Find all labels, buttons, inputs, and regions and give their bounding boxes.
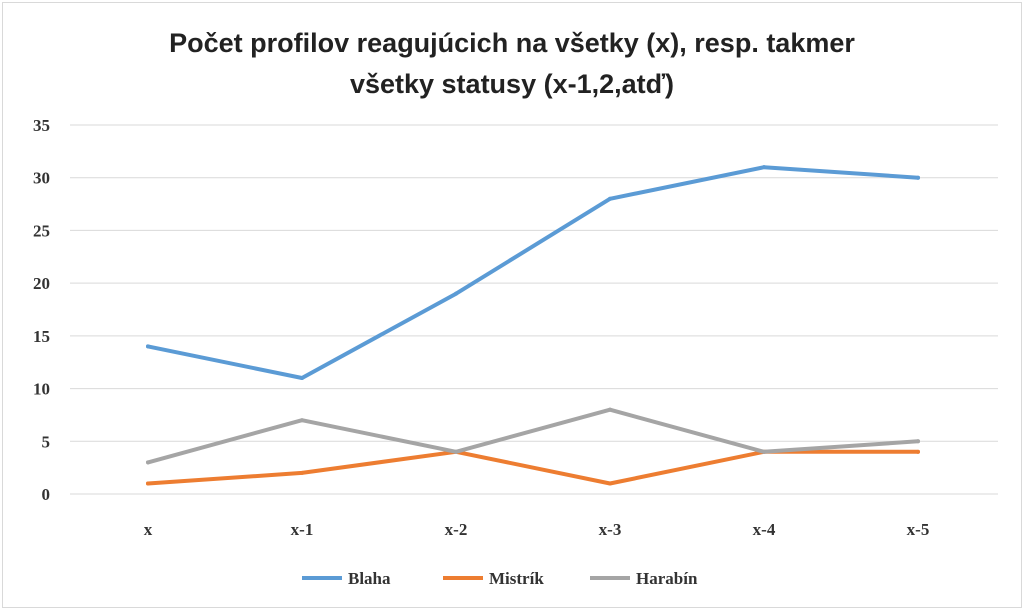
series-lines: [146, 165, 920, 486]
legend: Blaha Mistrík Harabín: [302, 569, 698, 588]
chart-title-line-1: Počet profilov reagujúcich na všetky (x)…: [169, 28, 855, 58]
y-tick-label: 5: [42, 432, 51, 451]
data-point: [146, 344, 150, 349]
data-point: [916, 439, 920, 444]
data-point: [300, 376, 304, 381]
y-tick-label: 15: [33, 327, 50, 346]
data-point: [608, 196, 612, 201]
x-tick-label: x-4: [753, 520, 776, 539]
data-point: [916, 175, 920, 180]
data-point: [916, 449, 920, 454]
data-point: [146, 481, 150, 486]
y-axis-ticks: 0 5 10 15 20 25 30 35: [33, 116, 50, 504]
x-axis-ticks: x x-1 x-2 x-3 x-4 x-5: [144, 520, 930, 539]
data-point: [454, 291, 458, 296]
data-point: [454, 449, 458, 454]
y-tick-label: 25: [33, 221, 50, 240]
y-tick-label: 20: [33, 274, 50, 293]
data-point: [608, 407, 612, 412]
x-tick-label: x-3: [599, 520, 622, 539]
legend-label: Harabín: [636, 569, 698, 588]
data-point: [300, 418, 304, 423]
data-point: [762, 165, 766, 170]
data-point: [300, 470, 304, 475]
y-tick-label: 0: [42, 485, 51, 504]
series-line-blaha: [146, 165, 920, 380]
data-point: [146, 460, 150, 465]
data-point: [762, 449, 766, 454]
legend-label: Mistrík: [489, 569, 544, 588]
gridlines: [70, 124, 998, 495]
x-tick-label: x-5: [907, 520, 930, 539]
data-point: [608, 481, 612, 486]
x-tick-label: x-1: [291, 520, 314, 539]
y-tick-label: 35: [33, 116, 50, 135]
series-line-mistrík: [146, 449, 920, 486]
series-line-harabín: [146, 407, 920, 465]
y-tick-label: 10: [33, 380, 50, 399]
chart-title-line-2: všetky statusy (x-1,2,atď): [350, 69, 674, 99]
legend-label: Blaha: [348, 569, 391, 588]
y-tick-label: 30: [33, 169, 50, 188]
x-tick-label: x-2: [445, 520, 468, 539]
x-tick-label: x: [144, 520, 153, 539]
